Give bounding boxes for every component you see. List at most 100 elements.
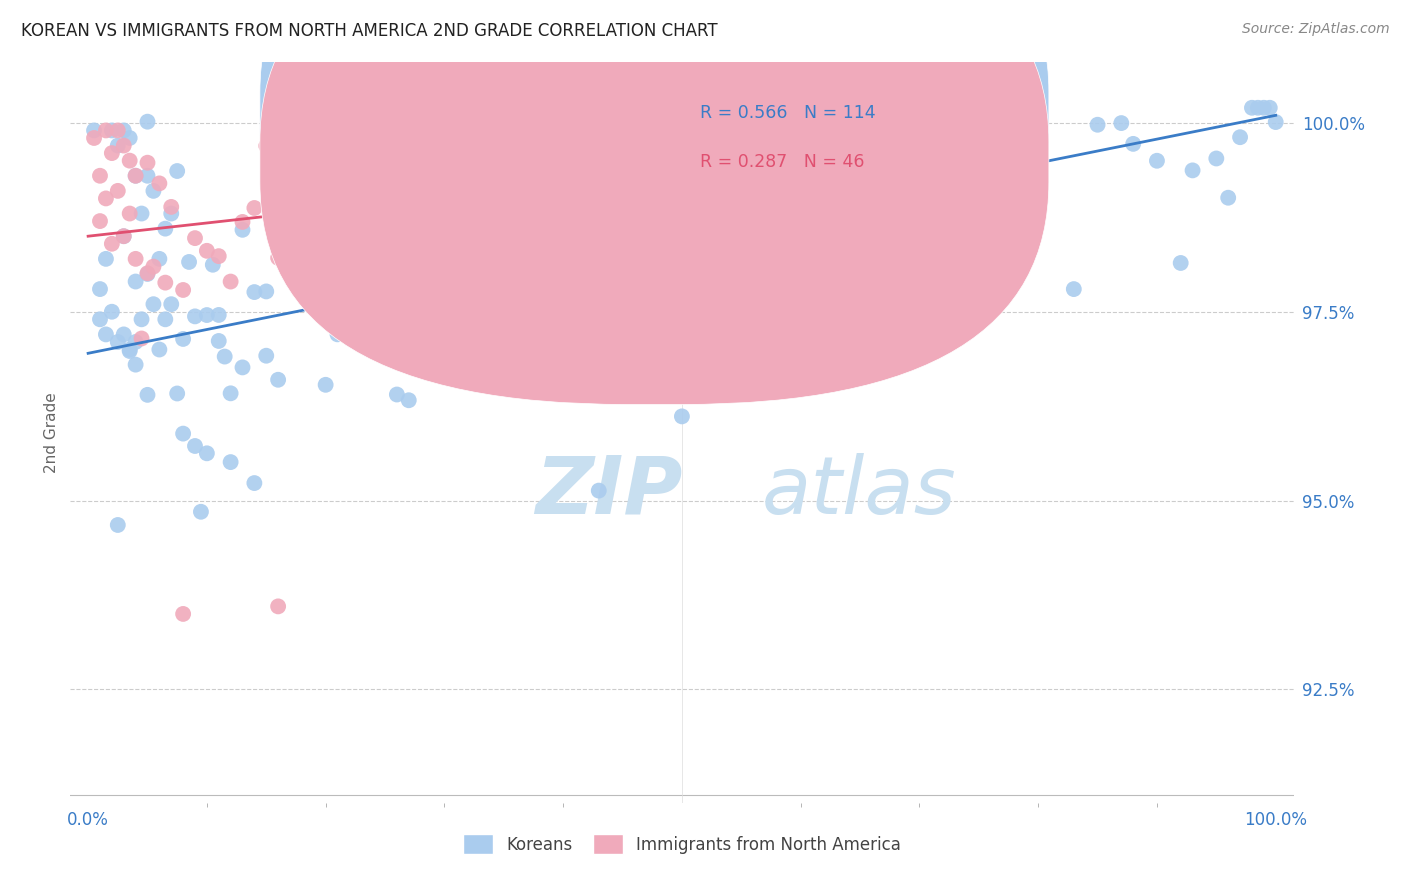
Point [540,259,562,273]
FancyBboxPatch shape [260,0,1049,404]
Point [291,101,314,115]
Point [243,201,266,215]
Point [1218,191,1240,205]
Point [101,304,124,318]
Point [195,244,218,258]
Text: KOREAN VS IMMIGRANTS FROM NORTH AMERICA 2ND GRADE CORRELATION CHART: KOREAN VS IMMIGRANTS FROM NORTH AMERICA … [21,22,717,40]
Point [94,327,117,342]
Point [172,607,194,621]
Point [107,138,129,153]
Point [1170,256,1192,270]
Point [112,229,135,244]
Point [267,599,290,614]
Point [1258,101,1281,115]
Point [94,191,117,205]
Point [219,275,242,289]
Point [124,358,146,372]
Point [136,169,159,183]
Point [155,221,177,235]
Point [118,343,141,357]
Point [83,131,105,145]
Point [337,267,360,281]
Point [177,255,200,269]
Point [291,213,314,227]
Point [361,164,384,178]
Point [695,244,717,259]
Point [142,184,165,198]
Point [89,282,111,296]
Point [446,184,468,198]
Point [350,206,373,220]
Text: atlas: atlas [762,453,956,531]
Point [184,310,207,324]
Point [112,123,135,137]
Point [433,284,456,298]
Point [588,483,610,498]
Point [1253,101,1275,115]
Point [166,164,188,178]
Point [136,114,159,128]
Point [254,349,277,363]
Point [155,312,177,326]
Point [243,476,266,491]
Point [278,253,301,268]
Point [718,187,741,202]
Point [1146,153,1168,168]
Point [326,327,349,342]
Point [155,276,177,290]
Point [101,123,124,137]
Point [219,386,242,401]
Point [94,252,117,266]
Point [231,215,253,229]
Point [148,343,170,357]
Point [267,373,290,387]
Point [433,350,456,364]
Point [112,327,135,342]
Point [481,101,503,115]
Point [980,230,1002,244]
Point [118,131,141,145]
Point [190,505,212,519]
Point [278,202,301,216]
Point [932,167,955,181]
Point [131,206,153,220]
Point [107,184,129,198]
Point [1063,282,1085,296]
Point [315,172,337,186]
Point [118,153,141,168]
Point [1004,191,1026,205]
Point [766,257,789,271]
Legend: Koreans, Immigrants from North America: Koreans, Immigrants from North America [457,828,907,861]
Point [231,360,253,375]
Point [1122,136,1144,151]
Point [398,393,420,408]
Point [172,283,194,297]
Point [1229,130,1251,145]
Point [160,200,183,214]
Point [468,328,491,343]
Point [337,162,360,177]
Point [172,332,194,346]
Point [374,306,396,320]
Point [142,260,165,274]
Point [956,101,979,115]
Point [302,219,325,234]
Point [254,285,277,299]
Point [101,236,124,251]
Point [659,223,682,237]
Point [166,386,188,401]
Point [136,155,159,169]
Point [89,312,111,326]
Point [107,518,129,533]
Point [124,334,146,349]
Point [148,177,170,191]
Point [837,112,859,127]
Point [160,206,183,220]
Point [118,344,141,359]
Text: R = 0.566   N = 114: R = 0.566 N = 114 [700,103,876,122]
Point [243,285,266,299]
Y-axis label: 2nd Grade: 2nd Grade [44,392,59,473]
Point [1247,101,1270,115]
Point [612,167,634,181]
Point [564,109,586,123]
